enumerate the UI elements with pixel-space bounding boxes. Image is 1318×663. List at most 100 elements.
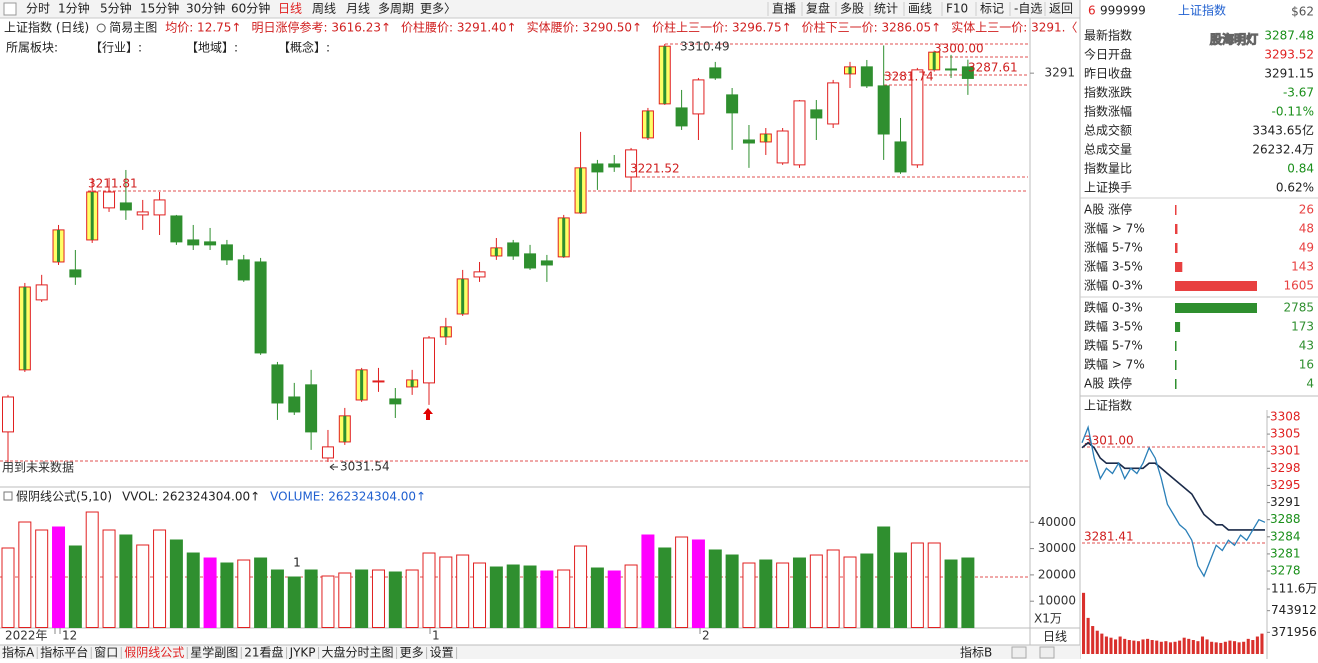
candle-stripe bbox=[663, 46, 667, 104]
intraday-volume-bar bbox=[1182, 637, 1186, 654]
tab-button[interactable] bbox=[1039, 646, 1055, 659]
tabbar-bg bbox=[0, 645, 1080, 659]
volume-bar bbox=[708, 549, 722, 629]
toolbar-button[interactable]: 画线 bbox=[908, 2, 932, 16]
bottom-tab[interactable]: 指标平台 bbox=[40, 645, 88, 660]
candle-stripe bbox=[562, 217, 566, 257]
toolbar-button[interactable]: 多股 bbox=[840, 2, 864, 16]
info-mode[interactable]: 简易主图 bbox=[109, 21, 157, 35]
badge: $62 bbox=[1291, 5, 1314, 19]
quote-label: 昨日收盘 bbox=[1084, 66, 1132, 81]
breadth-value: 26 bbox=[1299, 203, 1314, 217]
toolbar-button[interactable]: F10 bbox=[946, 2, 968, 16]
bottom-tab[interactable]: 指标B bbox=[960, 645, 992, 660]
candle-stripe bbox=[461, 278, 465, 314]
toolbar-tab[interactable]: 60分钟 bbox=[231, 1, 270, 16]
toolbar-tab[interactable]: 更多〉 bbox=[420, 2, 456, 16]
y-tick-label: 3301 bbox=[1270, 444, 1301, 458]
intraday-title: 上证指数 bbox=[1084, 398, 1132, 413]
bottom-tab[interactable]: 假阴线公式 bbox=[124, 646, 184, 660]
bottom-tab[interactable]: JYKP bbox=[289, 646, 316, 660]
bottom-tab[interactable]: 设置 bbox=[430, 646, 454, 660]
intraday-volume-bar bbox=[1132, 640, 1136, 654]
volume-bar bbox=[422, 552, 436, 629]
volume-bar bbox=[944, 559, 958, 629]
bottom-tab[interactable]: 指标A bbox=[2, 645, 35, 660]
volume-bar bbox=[523, 565, 537, 628]
tab-button[interactable] bbox=[1011, 646, 1027, 659]
volume-bar bbox=[961, 557, 975, 629]
toolbar-tab[interactable]: 日线 bbox=[278, 2, 302, 16]
price-annotation: 3281.41 bbox=[1084, 530, 1134, 544]
y-tick-label: 743912 bbox=[1271, 603, 1317, 617]
y-tick-label: 10000 bbox=[1038, 594, 1076, 608]
bottom-tab[interactable]: 窗口 bbox=[94, 646, 118, 660]
toolbar-tab[interactable]: 月线 bbox=[346, 2, 370, 16]
toolbar-tab[interactable]: 多周期 bbox=[378, 2, 414, 16]
x-tick-label: 2 bbox=[702, 629, 710, 643]
candle-body bbox=[35, 284, 48, 301]
intraday-volume-bar bbox=[1168, 642, 1172, 654]
intraday-volume-bar bbox=[1260, 633, 1264, 654]
toolbar-button[interactable]: 返回 bbox=[1049, 2, 1073, 16]
intraday-volume-bar bbox=[1146, 638, 1150, 654]
candle-body bbox=[254, 261, 267, 354]
toolbar-button[interactable]: 标记 bbox=[980, 2, 1004, 16]
toolbar-tab[interactable]: 30分钟 bbox=[186, 1, 225, 16]
bottom-tab[interactable]: 更多 bbox=[400, 646, 424, 660]
bottom-tab[interactable]: 21看盘 bbox=[244, 645, 283, 660]
intraday-volume-bar bbox=[1104, 636, 1108, 654]
info-item: 均价: 12.75↑ bbox=[165, 21, 241, 35]
y-tick-label: 371956 bbox=[1271, 625, 1317, 639]
toolbar-tab[interactable]: 周线 bbox=[312, 2, 336, 16]
volume-bar bbox=[624, 564, 638, 629]
bottom-tab[interactable]: 大盘分时主图 bbox=[322, 645, 394, 660]
volume-bar bbox=[169, 539, 183, 629]
toolbar-tab[interactable]: 分时 bbox=[26, 2, 50, 16]
quote-value: 26232.4万 bbox=[1252, 143, 1314, 157]
quote-value: 3293.52 bbox=[1264, 48, 1314, 62]
breadth-label: A股 跌停 bbox=[1084, 376, 1132, 391]
pointer-arrow bbox=[329, 463, 338, 471]
breadth-label: 涨幅 5-7% bbox=[1084, 240, 1143, 255]
breadth-value: 48 bbox=[1299, 222, 1314, 236]
toolbar-tab[interactable]: 15分钟 bbox=[140, 1, 179, 16]
y-tick-label: 40000 bbox=[1038, 515, 1076, 529]
price-annotation: 3301.00 bbox=[1084, 434, 1134, 448]
toolbar-tab[interactable]: 1分钟 bbox=[58, 1, 90, 16]
toolbar-button[interactable]: 直播 bbox=[772, 2, 796, 16]
candle-body bbox=[810, 109, 823, 119]
toolbar-button[interactable]: 复盘 bbox=[806, 1, 830, 16]
intraday-volume-bar bbox=[1118, 636, 1122, 654]
watermark: 股海明灯 bbox=[1210, 32, 1258, 47]
nav-button[interactable] bbox=[3, 2, 17, 16]
volume-bar bbox=[85, 511, 99, 628]
volume-bar bbox=[675, 536, 689, 628]
warning-label: 用到未来数据 bbox=[2, 460, 74, 475]
toolbar-tab[interactable]: 5分钟 bbox=[100, 1, 132, 16]
toolbar-button[interactable]: -自选 bbox=[1014, 2, 1042, 16]
volume-bar bbox=[153, 529, 167, 629]
candle-stripe bbox=[932, 52, 936, 70]
candle-body bbox=[524, 253, 537, 269]
volume-bar bbox=[119, 534, 133, 629]
intraday-volume-bar bbox=[1191, 640, 1195, 654]
candle-body bbox=[591, 163, 604, 173]
volume-bar bbox=[506, 564, 520, 629]
intraday-volume-bar bbox=[1173, 641, 1177, 654]
candle-body bbox=[69, 269, 82, 278]
intraday-volume-bar bbox=[1187, 638, 1191, 654]
volume-bar bbox=[759, 559, 773, 629]
breadth-label: 涨幅 0-3% bbox=[1084, 278, 1143, 293]
breadth-value: 2785 bbox=[1283, 301, 1314, 315]
toolbar-button[interactable]: 统计 bbox=[874, 2, 898, 16]
y-tick-label: 30000 bbox=[1038, 541, 1076, 555]
bottom-tab[interactable]: 星学副图 bbox=[190, 645, 238, 660]
collapse-icon[interactable] bbox=[3, 491, 13, 501]
price-annotation: 3281.74 bbox=[884, 70, 934, 84]
candle-stripe bbox=[646, 110, 650, 138]
candle-body bbox=[271, 364, 284, 404]
volume-bar bbox=[809, 554, 823, 629]
quote-value: -3.67 bbox=[1283, 86, 1314, 100]
candle-stripe bbox=[579, 167, 583, 213]
